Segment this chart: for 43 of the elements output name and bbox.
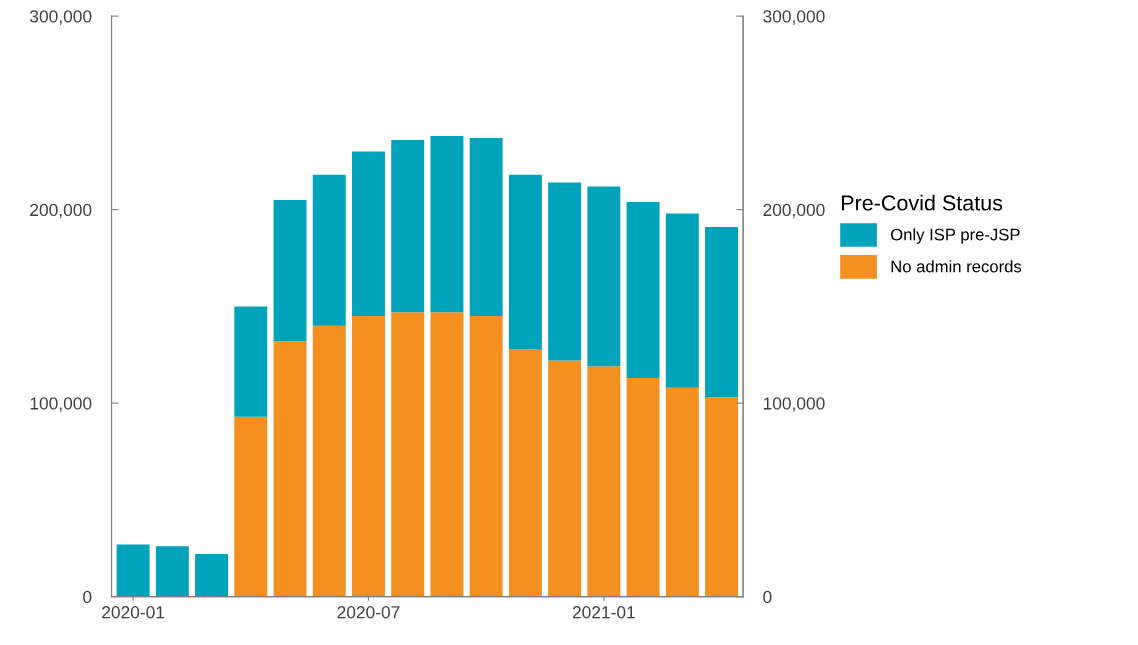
bar [273, 199, 307, 342]
y-tick-label: 200,000 [30, 203, 92, 219]
bar [508, 348, 542, 597]
bar [548, 360, 582, 597]
y2-tick-label: 0 [763, 590, 772, 604]
x-tick-label: 2020-01 [102, 606, 165, 619]
bar [430, 312, 464, 597]
x-tick-label: 2020-07 [337, 606, 400, 619]
bar [234, 416, 268, 597]
y-tick-label: 300,000 [29, 10, 92, 25]
bar [391, 139, 425, 313]
bar [587, 366, 621, 597]
y-tick-label: 100,000 [30, 397, 92, 412]
bar [548, 182, 582, 361]
x-tick-label: 2021-01 [572, 606, 635, 619]
bar [155, 546, 189, 597]
bar [312, 325, 346, 597]
bar [116, 544, 150, 597]
bar [705, 227, 739, 398]
bar [312, 174, 346, 326]
bar [626, 377, 660, 597]
bar [352, 151, 385, 317]
bar [430, 136, 464, 313]
bar [234, 306, 268, 417]
y-tick-label: 0 [83, 590, 92, 604]
bar [626, 201, 660, 378]
bar [508, 174, 542, 349]
bar [273, 341, 307, 597]
bar [665, 387, 699, 597]
y2-tick-label: 300,000 [763, 10, 825, 25]
bar [665, 213, 699, 388]
y2-tick-label: 200,000 [763, 203, 825, 219]
bar [469, 138, 503, 317]
bar [195, 554, 229, 597]
bar [352, 316, 385, 597]
bar [587, 186, 621, 367]
legend-label: Only ISP pre-JSP [891, 228, 1020, 244]
legend-title: Pre-Covid Status [841, 194, 1003, 211]
bar [705, 397, 739, 597]
bar [469, 316, 503, 597]
legend-label: No admin records [891, 260, 1022, 273]
y2-tick-label: 100,000 [763, 397, 825, 412]
bar [391, 312, 425, 597]
